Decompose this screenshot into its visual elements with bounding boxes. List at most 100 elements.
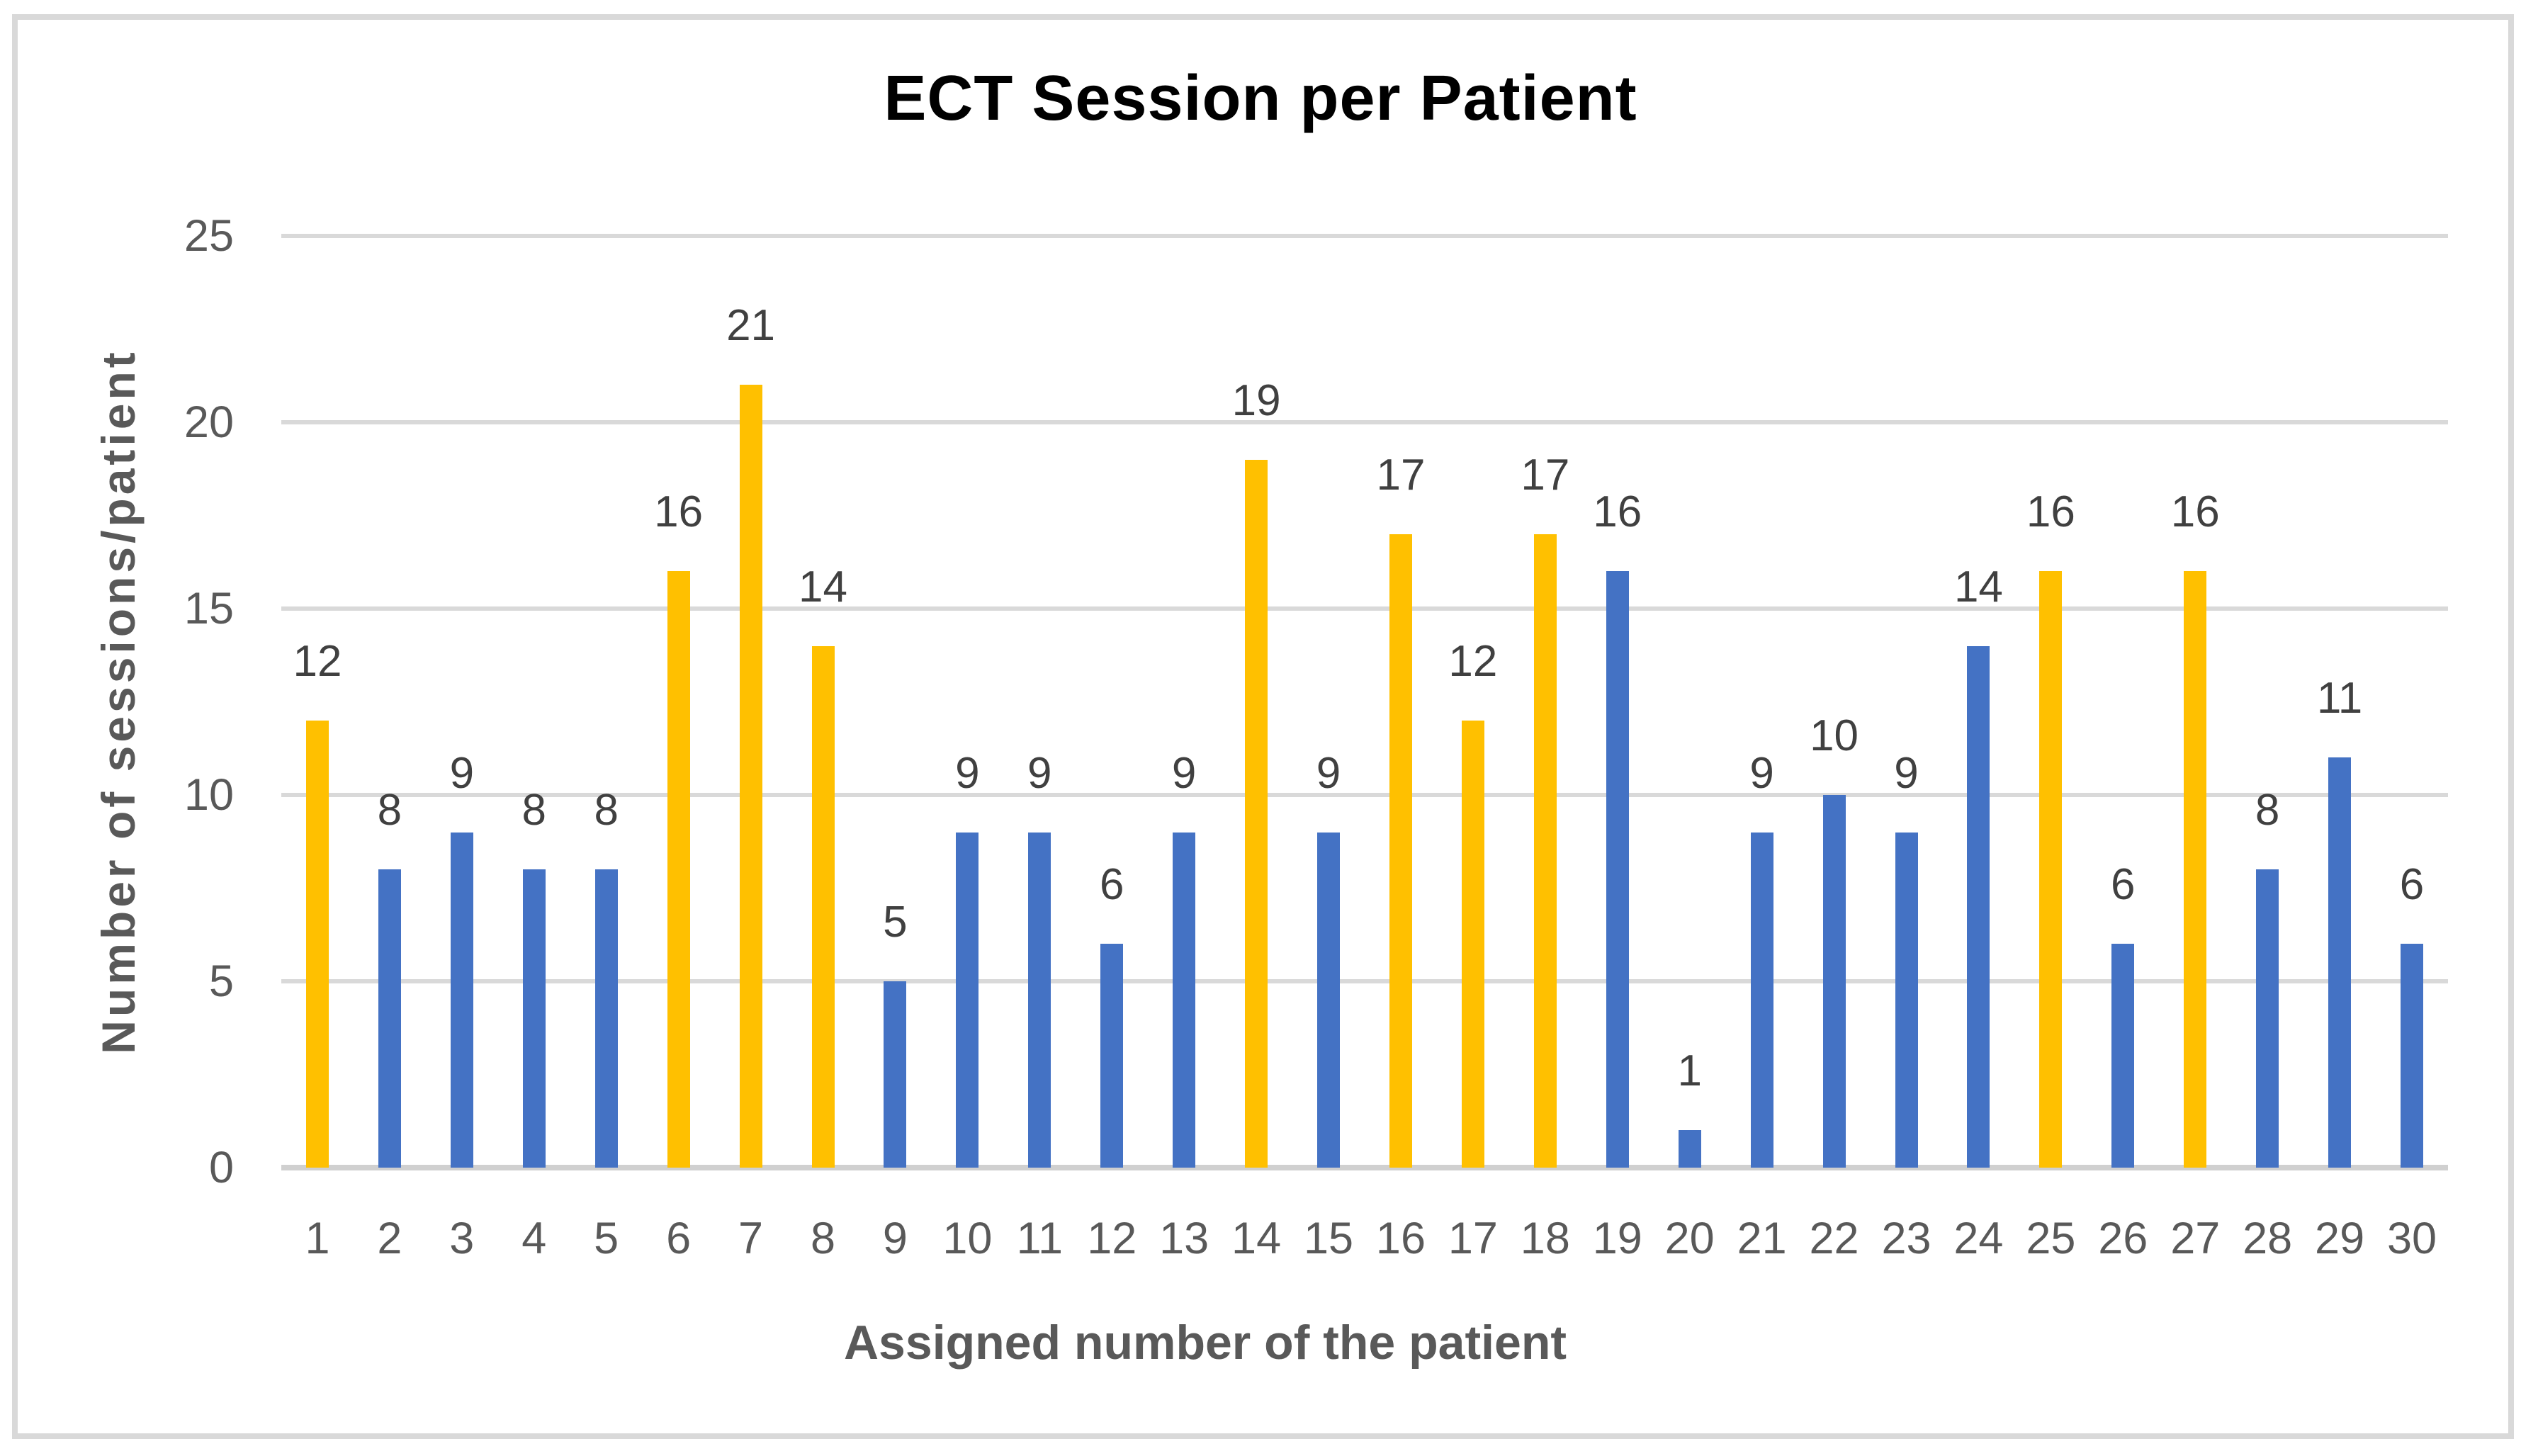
bar-value-label: 12 [1448,636,1498,686]
x-tick-label: 22 [1809,1214,1859,1263]
bar-value-label: 9 [1027,748,1052,798]
bar-value-label: 8 [594,786,619,835]
x-tick-label: 24 [1953,1214,2004,1263]
x-tick-label: 6 [666,1214,692,1263]
bar [1461,720,1484,1168]
y-tick-label: 5 [208,956,234,1006]
bar-value-label: 9 [1171,748,1197,798]
bar-value-label: 17 [1376,450,1426,500]
bar-value-label: 8 [2255,786,2280,835]
y-tick-label: 10 [184,770,234,820]
bar [884,981,907,1168]
x-tick-label: 21 [1737,1214,1787,1263]
bar [1317,832,1341,1168]
x-tick-label: 26 [2098,1214,2148,1263]
bar [2401,944,2424,1168]
bar [1245,459,1268,1168]
x-tick-label: 7 [738,1214,764,1263]
x-tick-label: 12 [1087,1214,1137,1263]
bar [1606,571,1629,1168]
x-tick-label: 9 [882,1214,908,1263]
x-tick-label: 2 [377,1214,402,1263]
bar [1895,832,1918,1168]
bar-value-label: 16 [2170,487,2220,537]
x-tick-label: 14 [1231,1214,1282,1263]
x-axis-title: Assigned number of the patient [843,1316,1567,1370]
bar-value-label: 6 [2399,860,2425,910]
bar [1173,832,1196,1168]
bar-value-label: 17 [1521,450,1570,500]
bar [2039,571,2063,1168]
bar-value-label: 16 [654,487,704,537]
bar-value-label: 1 [1677,1046,1702,1096]
bar-value-label: 9 [449,748,475,798]
x-tick-label: 15 [1303,1214,1354,1263]
x-tick-label: 17 [1448,1214,1498,1263]
bar-value-label: 16 [1593,487,1642,537]
bar-value-label: 12 [293,636,342,686]
y-tick-label: 15 [184,584,234,633]
bar-value-label: 8 [377,786,402,835]
bar-value-label: 9 [955,748,980,798]
bar [2111,944,2135,1168]
bar [1967,645,1990,1168]
bar-value-label: 8 [521,786,546,835]
bar-value-label: 16 [2026,487,2075,537]
gridline [281,793,2448,797]
x-tick-label: 4 [521,1214,547,1263]
bar-value-label: 10 [1810,711,1859,760]
gridline [281,420,2448,424]
bar [305,720,329,1168]
bar-value-label: 6 [1099,860,1124,910]
bar-value-label: 21 [726,301,776,351]
bar [667,571,690,1168]
y-tick-label: 0 [208,1143,234,1192]
bar [1678,1130,1701,1168]
y-tick-label: 25 [184,211,234,261]
bar-value-label: 5 [883,898,908,947]
bar [2328,757,2352,1168]
bar [2256,869,2279,1168]
chart-title: ECT Session per Patient [884,63,1637,134]
x-tick-label: 8 [810,1214,836,1263]
bar-value-label: 11 [2316,674,2363,723]
bar [956,832,979,1168]
bar-value-label: 14 [1953,562,2003,611]
bar [594,869,618,1168]
bar [1100,944,1124,1168]
bar [450,832,473,1168]
bar [739,385,762,1168]
x-tick-label: 30 [2386,1214,2437,1263]
bar [378,869,401,1168]
x-tick-label: 27 [2170,1214,2221,1263]
bar-value-label: 14 [799,562,847,611]
x-tick-label: 13 [1159,1214,1209,1263]
gridline [281,606,2448,611]
x-tick-label: 25 [2026,1214,2076,1263]
x-tick-label: 23 [1881,1214,1931,1263]
x-tick-label: 11 [1016,1214,1063,1263]
bar-value-label: 9 [1894,748,1919,798]
bar-value-label: 9 [1316,748,1341,798]
x-tick-label: 18 [1520,1214,1570,1263]
x-tick-label: 3 [449,1214,475,1263]
x-tick-label: 1 [305,1214,330,1263]
x-tick-label: 29 [2315,1214,2365,1263]
axis-baseline [281,1165,2448,1170]
bar-value-label: 19 [1231,376,1281,425]
x-tick-label: 28 [2243,1214,2293,1263]
bar-value-label: 6 [2111,860,2136,910]
gridline [281,979,2448,983]
x-tick-label: 19 [1592,1214,1642,1263]
bar [1750,832,1773,1168]
bar [2184,571,2207,1168]
bar [811,645,835,1168]
y-tick-label: 20 [184,397,234,447]
bar [1028,832,1051,1168]
bar [1533,534,1557,1168]
bar [522,869,546,1168]
bar [1822,795,1846,1168]
x-tick-label: 5 [594,1214,619,1263]
x-tick-label: 20 [1664,1214,1715,1263]
